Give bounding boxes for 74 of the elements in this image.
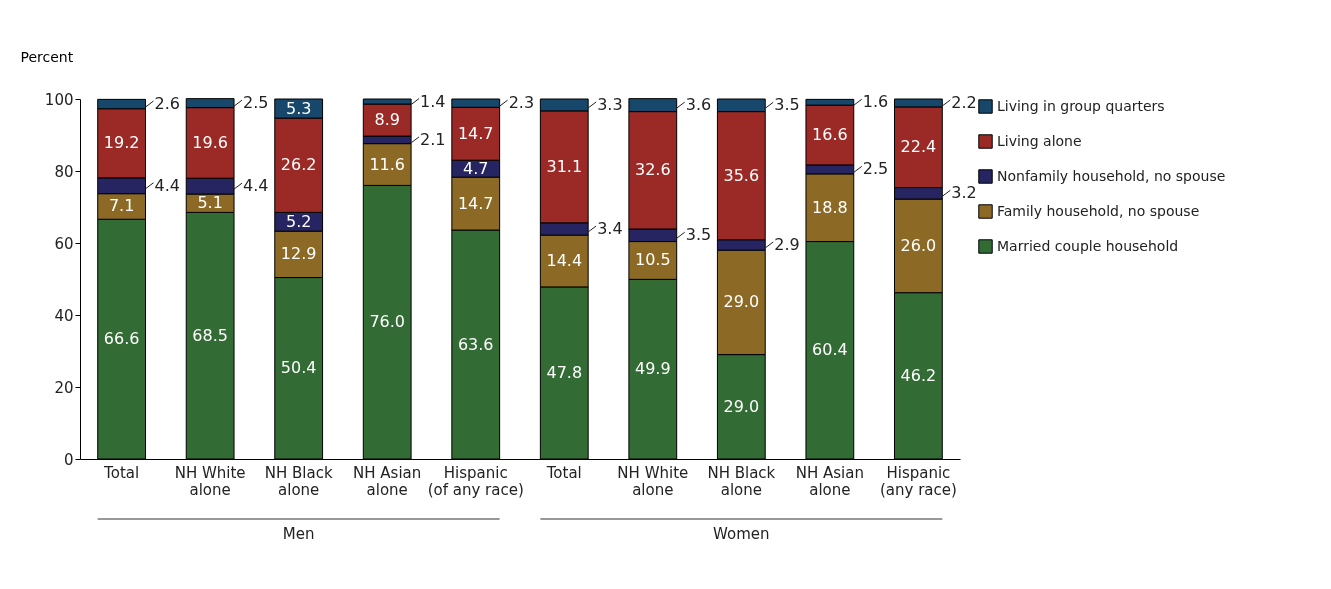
data-label: 31.1 [546,156,583,176]
data-label: 1.4 [420,91,446,111]
data-label: 18.8 [812,197,848,217]
data-label: 19.6 [192,132,228,152]
data-label: 3.3 [597,94,623,114]
y-tick-label: 80 [54,162,74,181]
data-label: 2.5 [243,93,269,113]
data-label: 68.5 [192,325,228,345]
data-label: 1.6 [862,92,889,112]
x-tick-label: Hispanic (any race) [879,463,957,499]
data-label: 29.0 [723,396,760,416]
x-tick-label: NH Black alone [707,463,776,499]
data-label: 8.9 [374,110,400,130]
data-label: 11.6 [369,154,406,174]
y-tick-label: 20 [54,378,74,397]
data-label: 14.7 [457,193,494,213]
data-label: 5.1 [197,193,223,213]
data-label: 4.4 [154,175,180,195]
data-label: 3.4 [597,218,623,238]
x-tick-label: NH Black alone [264,463,333,499]
data-label: 3.5 [774,95,800,115]
x-tick-label: NH Asian alone [795,463,864,499]
legend-label: Nonfamily household, no spouse [997,167,1226,184]
data-label: 2.6 [154,94,180,114]
data-label: 2.3 [508,93,535,113]
data-label: 14.7 [457,123,494,143]
data-label: 2.5 [862,159,889,179]
legend-label: Married couple household [997,237,1179,254]
data-label: 66.6 [103,329,140,349]
text: Men [282,525,315,543]
legend-label: Living in group quarters [997,97,1165,114]
x-tick-label: NH White alone [174,463,246,499]
y-tick-label: 40 [54,306,74,325]
x-tick-label: NH Asian alone [353,463,422,499]
data-label: 35.6 [723,165,760,185]
data-label: 60.4 [812,340,848,360]
y-tick-label: 100 [44,90,74,109]
x-tick-label: Total [103,463,140,482]
y-axis-title: Percent [20,48,74,65]
data-label: 2.2 [951,92,977,112]
data-label: 7.1 [108,196,135,216]
data-label: 5.3 [285,98,312,118]
legend-label: Family household, no spouse [997,202,1200,219]
text: Women [713,525,770,543]
x-tick-label: Hispanic (of any race) [427,463,524,499]
data-label: 46.2 [900,365,937,385]
data-label: 12.9 [280,244,317,264]
data-label: 16.6 [812,125,848,144]
x-tick-label: Total [545,463,582,482]
y-tick-label: 60 [54,234,74,253]
data-label: 4.7 [463,158,489,178]
data-label: 47.8 [546,362,583,382]
data-label: 29.0 [723,292,760,312]
legend-label: Living alone [997,132,1082,149]
data-label: 26.0 [900,235,937,255]
data-label: 50.4 [280,358,317,378]
data-label: 2.1 [420,129,446,149]
x-tick-label: NH White alone [617,463,689,499]
data-label: 32.6 [634,160,671,180]
data-label: 5.2 [285,211,312,231]
data-label: 4.4 [243,176,269,196]
data-label: 3.2 [951,183,977,203]
data-label: 19.2 [103,133,140,153]
data-label: 3.6 [685,95,712,115]
data-label: 63.6 [457,334,494,354]
data-label: 76.0 [369,312,406,332]
data-label: 26.2 [280,155,317,175]
data-label: 14.4 [546,251,583,270]
data-label: 10.5 [634,250,671,270]
data-label: 3.5 [685,225,712,245]
data-label: 2.9 [774,234,800,254]
data-label: 22.4 [900,137,937,157]
y-tick-label: 0 [63,450,74,469]
data-label: 49.9 [634,359,671,379]
